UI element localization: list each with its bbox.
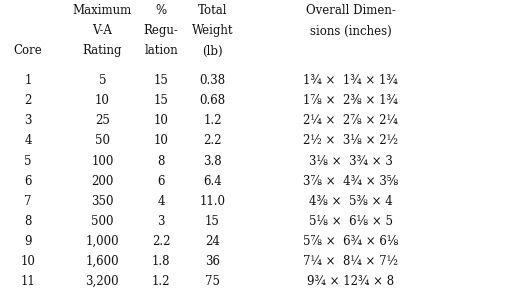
Text: Weight: Weight xyxy=(191,25,233,37)
Text: 10: 10 xyxy=(20,254,36,268)
Text: 10: 10 xyxy=(95,94,110,108)
Text: 2½ ×  3⅛ × 2½: 2½ × 3⅛ × 2½ xyxy=(303,135,398,147)
Text: 3,200: 3,200 xyxy=(86,274,119,288)
Text: 36: 36 xyxy=(205,254,220,268)
Text: 50: 50 xyxy=(95,135,110,147)
Text: 7: 7 xyxy=(25,195,32,208)
Text: 3: 3 xyxy=(25,115,32,127)
Text: 500: 500 xyxy=(91,214,114,228)
Text: Core: Core xyxy=(14,45,42,57)
Text: 24: 24 xyxy=(205,234,220,248)
Text: 0.68: 0.68 xyxy=(199,94,226,108)
Text: 1.8: 1.8 xyxy=(152,254,170,268)
Text: 2.2: 2.2 xyxy=(203,135,222,147)
Text: Regu-: Regu- xyxy=(144,25,179,37)
Text: 2¼ ×  2⅞ × 2¼: 2¼ × 2⅞ × 2¼ xyxy=(303,115,398,127)
Text: 15: 15 xyxy=(205,214,220,228)
Text: V-A: V-A xyxy=(93,25,112,37)
Text: 1: 1 xyxy=(25,74,32,88)
Text: 4⅜ ×  5⅜ × 4: 4⅜ × 5⅜ × 4 xyxy=(309,195,393,208)
Text: 100: 100 xyxy=(91,155,114,167)
Text: 2.2: 2.2 xyxy=(152,234,170,248)
Text: 1⅞ ×  2⅜ × 1¾: 1⅞ × 2⅜ × 1¾ xyxy=(303,94,398,108)
Text: 9: 9 xyxy=(25,234,32,248)
Text: 6: 6 xyxy=(25,175,32,187)
Text: 4: 4 xyxy=(158,195,165,208)
Text: Rating: Rating xyxy=(82,45,122,57)
Text: 200: 200 xyxy=(91,175,114,187)
Text: 11.0: 11.0 xyxy=(200,195,225,208)
Text: 5: 5 xyxy=(25,155,32,167)
Text: 11: 11 xyxy=(21,274,35,288)
Text: 8: 8 xyxy=(25,214,32,228)
Text: 1.2: 1.2 xyxy=(203,115,222,127)
Text: sions (inches): sions (inches) xyxy=(310,25,392,37)
Text: lation: lation xyxy=(144,45,178,57)
Text: 6: 6 xyxy=(158,175,165,187)
Text: 25: 25 xyxy=(95,115,110,127)
Text: 4: 4 xyxy=(25,135,32,147)
Text: 1¾ ×  1¾ × 1¾: 1¾ × 1¾ × 1¾ xyxy=(303,74,398,88)
Text: 2: 2 xyxy=(25,94,32,108)
Text: 1.2: 1.2 xyxy=(152,274,170,288)
Text: %: % xyxy=(156,4,167,17)
Text: 5: 5 xyxy=(99,74,106,88)
Text: 15: 15 xyxy=(154,94,169,108)
Text: (lb): (lb) xyxy=(202,45,223,57)
Text: Overall Dimen-: Overall Dimen- xyxy=(306,4,396,17)
Text: 8: 8 xyxy=(158,155,165,167)
Text: 15: 15 xyxy=(154,74,169,88)
Text: 6.4: 6.4 xyxy=(203,175,222,187)
Text: Total: Total xyxy=(198,4,227,17)
Text: 9¾ × 12¾ × 8: 9¾ × 12¾ × 8 xyxy=(307,274,394,288)
Text: 350: 350 xyxy=(91,195,114,208)
Text: 10: 10 xyxy=(154,115,169,127)
Text: 3⅞ ×  4¾ × 3⅝: 3⅞ × 4¾ × 3⅝ xyxy=(303,175,398,187)
Text: 1,000: 1,000 xyxy=(86,234,119,248)
Text: 3⅛ ×  3¾ × 3: 3⅛ × 3¾ × 3 xyxy=(309,155,393,167)
Text: 1,600: 1,600 xyxy=(86,254,119,268)
Text: 5⅛ ×  6⅛ × 5: 5⅛ × 6⅛ × 5 xyxy=(309,214,393,228)
Text: 7¼ ×  8¼ × 7½: 7¼ × 8¼ × 7½ xyxy=(303,254,398,268)
Text: 75: 75 xyxy=(205,274,220,288)
Text: Maximum: Maximum xyxy=(73,4,132,17)
Text: 3: 3 xyxy=(158,214,165,228)
Text: 5⅞ ×  6¾ × 6⅛: 5⅞ × 6¾ × 6⅛ xyxy=(303,234,398,248)
Text: 10: 10 xyxy=(154,135,169,147)
Text: 0.38: 0.38 xyxy=(199,74,226,88)
Text: 3.8: 3.8 xyxy=(203,155,222,167)
